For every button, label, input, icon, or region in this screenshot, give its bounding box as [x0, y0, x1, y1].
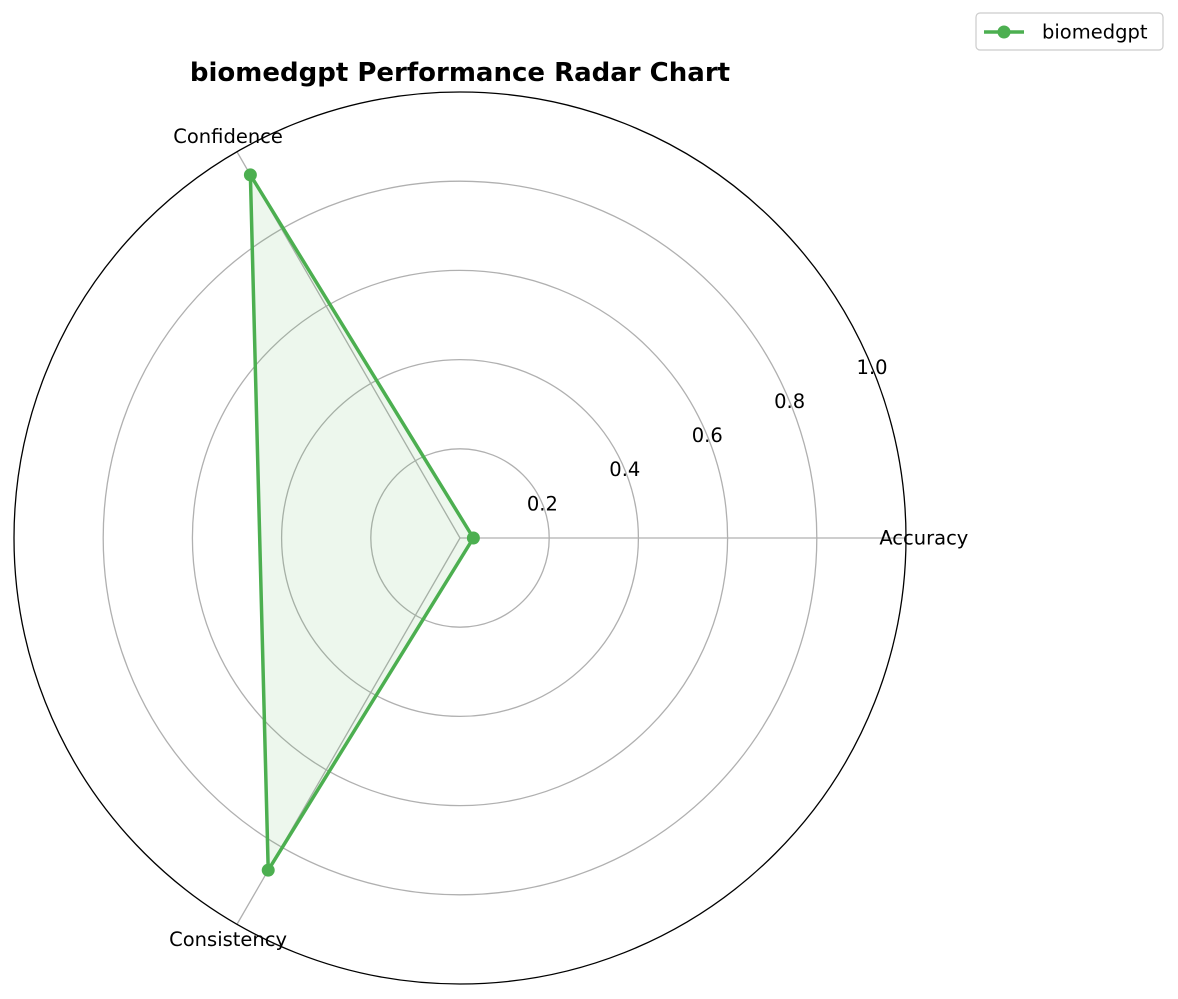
series-line-0 [248, 173, 476, 872]
tick-label-0-6: 0.6 [692, 424, 723, 447]
tick-label-1-0: 1.0 [857, 356, 888, 379]
series-fill-0 [250, 174, 474, 871]
data-point-consistency [261, 863, 275, 877]
legend: biomedgpt [975, 12, 1164, 51]
axis-label-confidence: Confidence [173, 125, 283, 148]
axis-label-consistency: Consistency [169, 928, 287, 951]
tick-label-0-8: 0.8 [774, 390, 805, 413]
legend-label: biomedgpt [1042, 21, 1148, 44]
data-point-confidence [243, 168, 257, 182]
legend-marker [997, 25, 1011, 39]
chart-title: biomedgpt Performance Radar Chart [190, 58, 730, 88]
radial-tick-labels: 0.2 0.4 0.6 0.8 1.0 [527, 356, 888, 516]
data-point-accuracy [466, 531, 480, 545]
outer-frame [13, 91, 907, 985]
series-biomedgpt [243, 168, 480, 877]
tick-label-0-4: 0.4 [609, 458, 640, 481]
axis-labels: Accuracy Confidence Consistency [169, 125, 968, 951]
tick-label-0-2: 0.2 [527, 492, 558, 515]
axis-label-accuracy: Accuracy [879, 527, 968, 550]
legend-box [975, 12, 1164, 51]
